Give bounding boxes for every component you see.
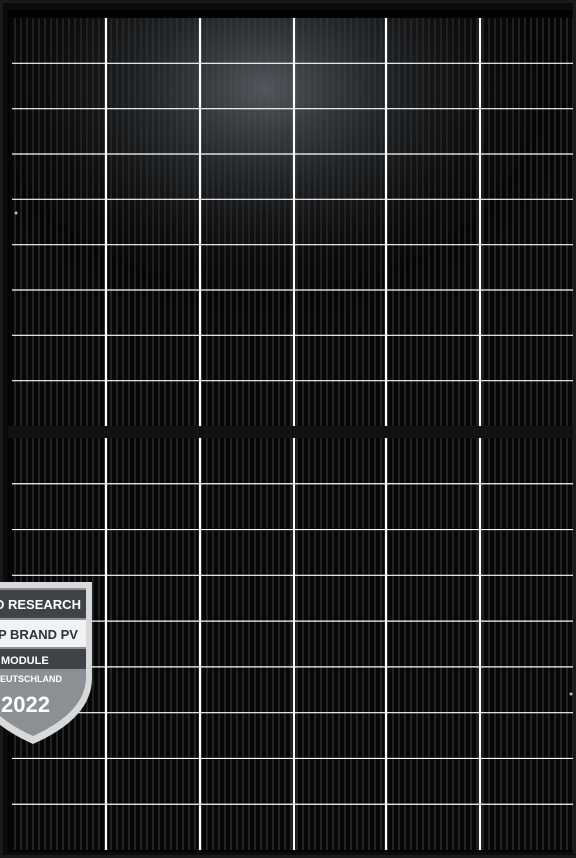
frame-rivet [14,211,18,215]
seal-line-2: P BRAND PV [0,627,78,642]
seal-line-3: MODULE [1,655,49,667]
seal-year: 2022 [1,692,50,717]
cell-grid [12,18,574,850]
seal-line-1: D RESEARCH [0,597,81,612]
seal-band-top [0,590,86,618]
seal-band-2 [0,620,86,647]
seal-band-3 [0,649,86,669]
seal-line-4: EUTSCHLAND [0,674,62,684]
award-seal-badge: D RESEARCH P BRAND PV MODULE EUTSCHLAND … [0,582,92,744]
frame-rivet [569,692,573,696]
panel-split-gap [8,426,576,438]
